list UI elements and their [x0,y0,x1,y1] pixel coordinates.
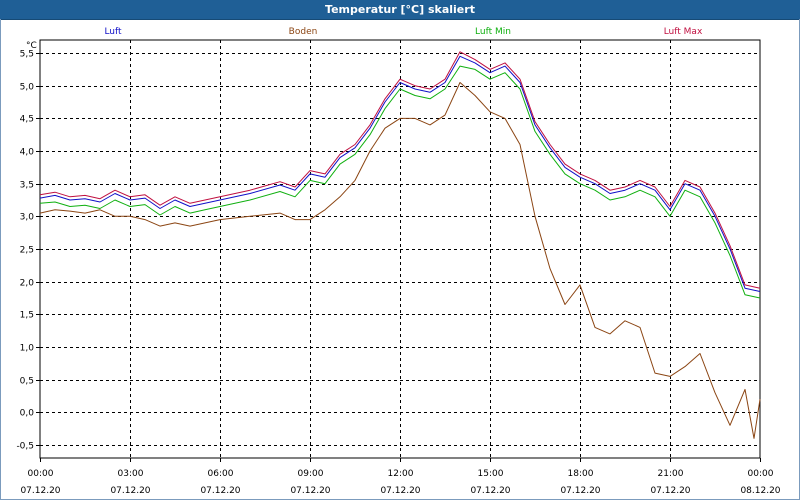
y-tick-label: 2,5 [20,246,34,256]
y-tick-label: 0,5 [20,377,34,387]
chart-title: Temperatur [°C] skaliert [325,3,475,16]
y-axis-unit-label: °C [26,41,37,51]
x-tick-time-label: 15:00 [478,469,504,479]
x-tick-date-label: 07.12.20 [650,486,690,496]
y-tick-label: -0,5 [16,442,34,452]
y-tick-label: 4,0 [20,148,35,158]
y-tick-label: 2,0 [20,279,35,289]
series-line-luft [39,55,761,292]
x-tick-date-label: 07.12.20 [200,486,240,496]
y-tick-label: 5,5 [20,50,34,60]
y-tick-label: 4,5 [20,115,34,125]
y-tick-label: 1,5 [20,311,34,321]
x-tick-date-label: 07.12.20 [470,486,510,496]
x-tick-date-label: 07.12.20 [380,486,420,496]
x-tick-date-label: 07.12.20 [110,486,150,496]
x-tick-time-label: 00:00 [748,469,774,479]
x-tick-time-label: 03:00 [118,469,144,479]
x-tick-time-label: 21:00 [658,469,684,479]
y-tick-label: 0,0 [20,409,35,419]
tick-labels: 5,5 5,0 4,5 4,0 3,5 3,0 2,5 2,0 1,5 1,0 0,5 0,0 -0,5… [16,50,780,497]
grid [40,40,760,458]
y-tick-label: 5,0 [20,83,35,93]
series-line-boden [39,82,761,439]
legend-entry-luft: Luft [104,27,122,37]
legend-entry-luft-max: Luft Max [664,27,703,37]
x-tick-date-label: 07.12.20 [290,486,330,496]
x-tick-time-label: 00:00 [28,469,54,479]
x-tick-time-label: 12:00 [388,469,414,479]
series-lines [39,51,761,439]
series-line-luft-max [39,51,761,289]
y-tick-label: 1,0 [20,344,35,354]
legend: Luft Boden Luft Min Luft Max [104,27,703,37]
x-tick-date-label: 07.12.20 [560,486,600,496]
x-tick-date-label: 07.12.20 [20,486,60,496]
axes [36,39,761,462]
series-line-luft-min [39,65,761,299]
y-tick-label: 3,0 [20,213,35,223]
legend-entry-boden: Boden [289,27,318,37]
x-tick-time-label: 09:00 [298,469,324,479]
x-tick-time-label: 18:00 [568,469,594,479]
x-tick-date-label: 08.12.20 [740,486,780,496]
x-tick-time-label: 06:00 [208,469,234,479]
chart-title-bar: Temperatur [°C] skaliert [0,0,800,20]
legend-entry-luft-min: Luft Min [475,27,511,37]
y-tick-label: 3,5 [20,181,34,191]
